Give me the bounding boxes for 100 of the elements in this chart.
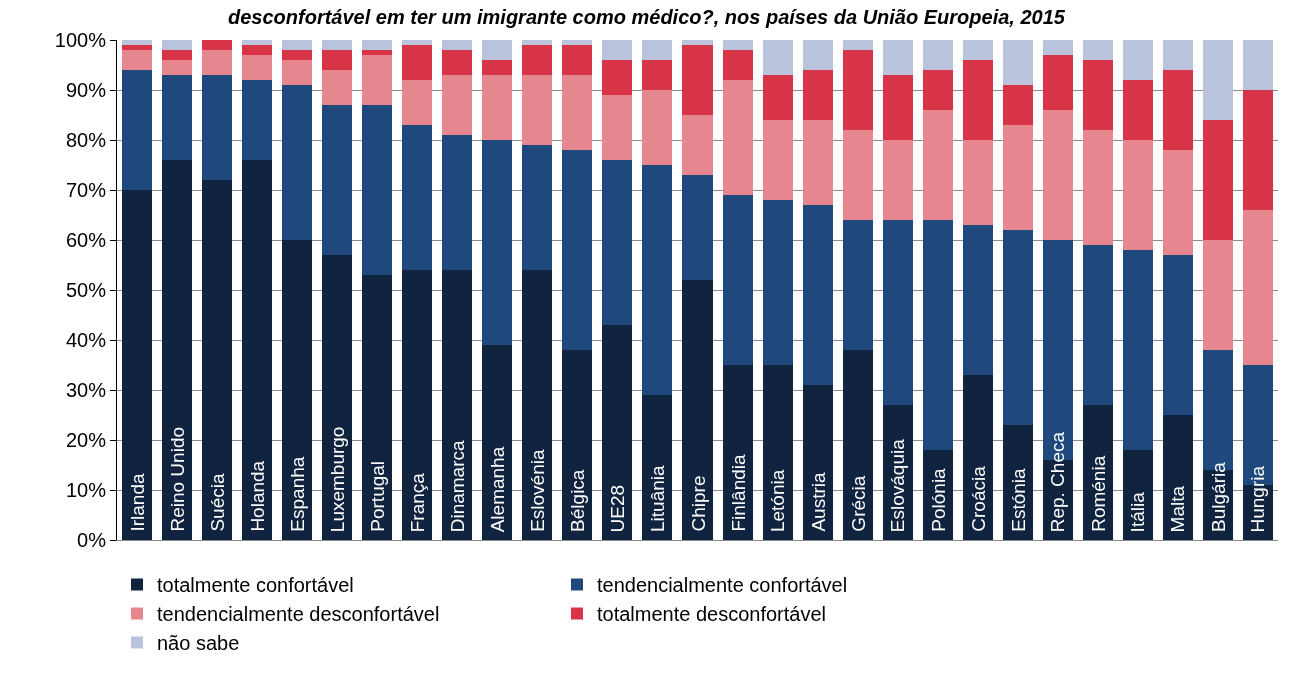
bar <box>802 70 833 120</box>
bar <box>162 75 193 160</box>
bar <box>642 90 673 165</box>
x-tick-label: Itália <box>1127 491 1149 533</box>
x-tick-label: Eslováquia <box>887 438 909 533</box>
x-tick-label: Lituânia <box>646 464 668 532</box>
legend-label: tendencialmente confortável <box>597 574 848 597</box>
bar <box>282 40 313 50</box>
bar <box>402 45 433 80</box>
bar <box>962 225 993 375</box>
x-tick-label: Malta <box>1167 485 1189 533</box>
legend-label: totalmente desconfortável <box>597 603 827 626</box>
bar <box>1002 125 1033 230</box>
bar <box>762 40 793 75</box>
x-tick-label: Letónia <box>767 469 789 533</box>
bar <box>602 40 633 60</box>
bar <box>522 145 553 270</box>
y-tick-label: 0% <box>77 529 107 551</box>
bar <box>1042 110 1073 240</box>
bar <box>1162 40 1193 70</box>
x-tick-label: Suécia <box>206 473 228 532</box>
y-tick-label: 10% <box>65 479 107 501</box>
bar <box>402 270 433 540</box>
bar <box>522 45 553 75</box>
bar <box>562 45 593 75</box>
bar <box>722 365 753 540</box>
bar <box>242 160 273 540</box>
bar <box>242 45 273 55</box>
bar <box>402 125 433 270</box>
bar <box>1002 40 1033 85</box>
bar <box>322 105 353 255</box>
bar <box>962 40 993 60</box>
y-tick-label: 30% <box>65 379 107 401</box>
bar <box>562 150 593 350</box>
bar <box>762 365 793 540</box>
bar <box>1002 85 1033 125</box>
bar <box>922 110 953 220</box>
bar <box>1082 40 1113 60</box>
y-tick-label: 80% <box>65 129 107 151</box>
x-tick-label: Luxemburgo <box>327 426 349 533</box>
bar <box>722 40 753 50</box>
bar <box>322 40 353 50</box>
bar <box>1242 90 1273 210</box>
bar <box>762 75 793 120</box>
bar <box>162 40 193 50</box>
bar <box>362 55 393 105</box>
y-tick-label: 60% <box>65 229 107 251</box>
bar <box>522 270 553 540</box>
x-tick-label: Bélgica <box>566 469 588 532</box>
bar <box>762 200 793 365</box>
bar <box>442 75 473 135</box>
bar <box>442 135 473 270</box>
bar <box>682 45 713 115</box>
bar <box>882 75 913 140</box>
bar <box>482 140 513 345</box>
bar <box>642 395 673 540</box>
bar <box>882 140 913 220</box>
bar <box>1122 80 1153 140</box>
bar <box>1162 150 1193 255</box>
x-tick-label: Grécia <box>847 475 869 532</box>
x-tick-label: Finlândia <box>727 453 749 532</box>
bar <box>1082 130 1113 245</box>
bar <box>682 175 713 280</box>
bar <box>882 220 913 405</box>
bar <box>922 220 953 450</box>
bar <box>802 385 833 540</box>
bar <box>1162 415 1193 540</box>
bar <box>362 40 393 50</box>
y-tick-label: 40% <box>65 329 107 351</box>
x-tick-label: Irlanda <box>126 472 148 532</box>
bar <box>1162 255 1193 415</box>
bar <box>642 40 673 60</box>
x-tick-label: Roménia <box>1087 455 1109 532</box>
bar <box>1082 60 1113 130</box>
bar <box>522 40 553 45</box>
bar <box>242 55 273 80</box>
bar <box>1202 40 1233 120</box>
y-tick-label: 50% <box>65 279 107 301</box>
bar <box>1082 245 1113 405</box>
bar <box>1122 450 1153 540</box>
bar <box>1122 140 1153 250</box>
bar <box>1202 120 1233 240</box>
bar <box>962 375 993 540</box>
bar <box>1162 70 1193 150</box>
x-tick-label: Espanha <box>286 456 308 532</box>
y-tick-label: 20% <box>65 429 107 451</box>
bar <box>282 240 313 540</box>
bar <box>842 130 873 220</box>
x-tick-label: Polónia <box>927 467 949 532</box>
bar <box>962 60 993 140</box>
bar <box>802 120 833 205</box>
bar <box>242 80 273 160</box>
bar <box>122 190 153 540</box>
bar <box>842 50 873 130</box>
bar <box>282 50 313 60</box>
x-tick-label: Rep. Checa <box>1047 431 1069 533</box>
x-tick-label: Estónia <box>1007 467 1029 532</box>
bar <box>1002 230 1033 425</box>
legend-label: tendencialmente desconfortável <box>157 603 440 626</box>
bar <box>722 195 753 365</box>
